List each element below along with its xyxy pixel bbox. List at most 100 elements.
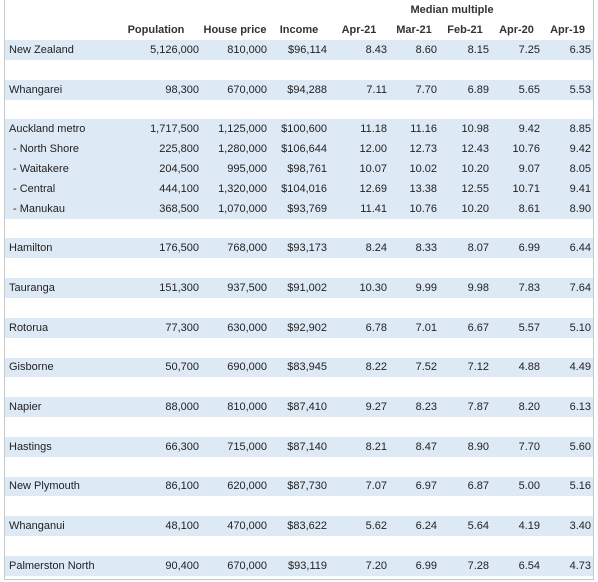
cell: 6.54 <box>491 555 542 576</box>
spacer <box>5 377 593 397</box>
cell: 9.07 <box>491 159 542 179</box>
cell: 12.69 <box>329 178 389 199</box>
spacer <box>5 338 593 358</box>
cell: 8.47 <box>389 436 439 457</box>
cell: 1,320,000 <box>201 178 269 199</box>
cell: 88,000 <box>111 397 201 418</box>
cell: $83,945 <box>269 357 329 378</box>
spacer-row <box>5 536 593 556</box>
row-label: Napier <box>5 397 111 418</box>
cell: 11.18 <box>329 119 389 140</box>
cell: 8.21 <box>329 436 389 457</box>
column-header: Apr-20 <box>499 24 534 36</box>
row-label: - North Shore <box>5 139 111 160</box>
cell: 7.83 <box>491 278 542 298</box>
cell: 1,125,000 <box>201 119 269 140</box>
data-row: Whanganui 48,100 470,000 $83,622 5.62 6.24 5.6… <box>5 516 594 537</box>
cell: 13.38 <box>389 178 439 199</box>
cell: 9.42 <box>491 119 542 140</box>
cell: 810,000 <box>201 40 269 60</box>
data-row: - North Shore 225,800 1,280,000 $106,644 12.… <box>5 139 594 160</box>
cell: 8.60 <box>389 40 439 60</box>
row-label: Whanganui <box>5 516 111 537</box>
cell: 10.02 <box>389 159 439 179</box>
cell: 444,100 <box>111 178 201 199</box>
cell: 4.49 <box>542 357 594 378</box>
cell: $93,769 <box>269 198 329 219</box>
cell: 48,100 <box>111 516 201 537</box>
spacer-row <box>5 417 593 437</box>
cell: 90,400 <box>111 555 201 576</box>
cell: 10.20 <box>439 159 491 179</box>
cell: 6.87 <box>439 476 491 497</box>
data-row: Rotorua 77,300 630,000 $92,902 6.78 7.01 6.67 5… <box>5 317 594 338</box>
data-row: Palmerston North 90,400 670,000 $93,119 7.20… <box>5 555 594 576</box>
row-label: Tauranga <box>5 278 111 298</box>
cell: 5.64 <box>439 516 491 537</box>
cell: $87,410 <box>269 397 329 418</box>
cell: 204,500 <box>111 159 201 179</box>
cell: 4.73 <box>542 555 594 576</box>
cell: $93,119 <box>269 555 329 576</box>
cell: 66,300 <box>111 436 201 457</box>
column-header: Feb-21 <box>447 24 483 36</box>
cell: 5.16 <box>542 476 594 497</box>
cell: 8.07 <box>439 238 491 259</box>
cell: 5.10 <box>542 317 594 338</box>
cell: 5,126,000 <box>111 40 201 60</box>
cell: 4.19 <box>491 516 542 537</box>
data-row: - Central 444,100 1,320,000 $104,016 12.69 13… <box>5 178 594 199</box>
cell: 5.60 <box>542 436 594 457</box>
cell: $94,288 <box>269 79 329 100</box>
cell: 6.97 <box>389 476 439 497</box>
row-label: New Plymouth <box>5 476 111 497</box>
spacer <box>5 60 593 80</box>
data-row: New Plymouth 86,100 620,000 $87,730 7.07 6.97… <box>5 476 594 497</box>
cell: 7.25 <box>491 40 542 60</box>
cell: 12.00 <box>329 139 389 160</box>
table-frame: Median multiple Population House price Inc… <box>4 0 594 580</box>
cell: 810,000 <box>201 397 269 418</box>
cell: 8.05 <box>542 159 594 179</box>
cell: 6.67 <box>439 317 491 338</box>
cell: 5.62 <box>329 516 389 537</box>
cell: 768,000 <box>201 238 269 259</box>
cell: 6.24 <box>389 516 439 537</box>
cell: $93,173 <box>269 238 329 259</box>
column-header: Mar-21 <box>396 24 432 36</box>
row-label: - Central <box>5 178 111 199</box>
cell: 8.43 <box>329 40 389 60</box>
cell: 5.65 <box>491 79 542 100</box>
cell: 10.07 <box>329 159 389 179</box>
spacer-row <box>5 60 593 80</box>
cell: 9.41 <box>542 178 594 199</box>
data-row: Hamilton 176,500 768,000 $93,173 8.24 8.33 8.0… <box>5 238 594 259</box>
cell: 5.00 <box>491 476 542 497</box>
cell: 12.73 <box>389 139 439 160</box>
column-header <box>5 20 111 40</box>
cell: 368,500 <box>111 198 201 219</box>
cell: 10.98 <box>439 119 491 140</box>
spacer <box>5 417 593 437</box>
spacer <box>5 258 593 278</box>
spacer <box>5 219 593 239</box>
cell: 10.30 <box>329 278 389 298</box>
row-label: Gisborne <box>5 357 111 378</box>
cell: 98,300 <box>111 79 201 100</box>
cell: 12.43 <box>439 139 491 160</box>
spacer-row <box>5 457 593 477</box>
spacer <box>5 298 593 318</box>
cell: 937,500 <box>201 278 269 298</box>
cell: $92,902 <box>269 317 329 338</box>
row-label: Hamilton <box>5 238 111 259</box>
cell: $87,140 <box>269 436 329 457</box>
row-label: - Waitakere <box>5 159 111 179</box>
cell: 8.20 <box>491 397 542 418</box>
cell: 12.55 <box>439 178 491 199</box>
spacer <box>5 457 593 477</box>
cell: 8.23 <box>389 397 439 418</box>
cell: $87,730 <box>269 476 329 497</box>
row-label: Palmerston North <box>5 555 111 576</box>
cell: 8.33 <box>389 238 439 259</box>
cell: 7.28 <box>439 555 491 576</box>
